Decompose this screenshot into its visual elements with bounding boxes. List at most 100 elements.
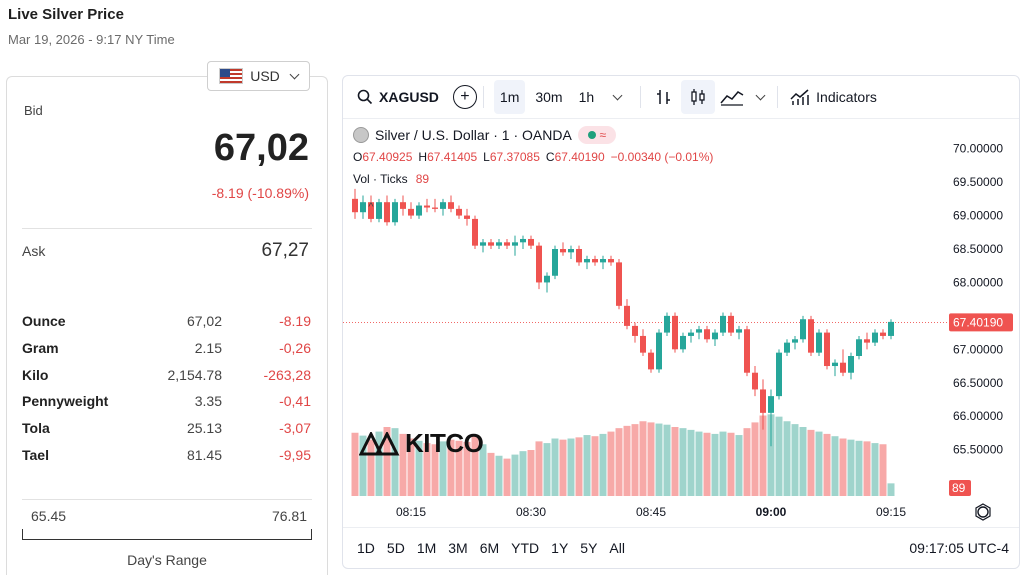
candle-body bbox=[720, 315, 726, 333]
symbol-description: Silver / U.S. Dollar · 1 · OANDA bbox=[375, 127, 572, 143]
area-chart-icon bbox=[720, 91, 744, 106]
currency-selector[interactable]: USD bbox=[207, 61, 310, 91]
indicators-button[interactable]: Indicators bbox=[784, 80, 883, 114]
page-timestamp: Mar 19, 2026 - 9:17 NY Time bbox=[8, 32, 175, 47]
range-all[interactable]: All bbox=[609, 540, 625, 556]
indicators-label: Indicators bbox=[816, 89, 877, 105]
volume-label: Vol · Ticks bbox=[353, 172, 408, 186]
volume-bar bbox=[823, 433, 831, 496]
candle-body bbox=[576, 249, 582, 263]
volume-bar bbox=[463, 441, 471, 496]
price-tick-label: 68.00000 bbox=[953, 275, 1003, 289]
volume-bar bbox=[695, 431, 703, 496]
range-1m[interactable]: 1M bbox=[416, 540, 437, 556]
settings-gear-icon bbox=[977, 506, 989, 518]
symbol-search-button[interactable]: XAGUSD bbox=[353, 80, 443, 114]
volume-bar bbox=[567, 438, 575, 496]
volume-bar bbox=[887, 483, 895, 496]
volume-bar bbox=[543, 443, 551, 496]
interval-1h[interactable]: 1h bbox=[578, 89, 595, 105]
volume-bar bbox=[367, 439, 375, 496]
candle-body bbox=[496, 242, 502, 246]
chart-type-dropdown[interactable] bbox=[749, 80, 771, 114]
page-title: Live Silver Price bbox=[8, 6, 124, 23]
volume-bar bbox=[351, 432, 359, 496]
candle-body bbox=[544, 275, 550, 283]
candle-body bbox=[400, 202, 406, 209]
price-tick-label: 70.00000 bbox=[953, 142, 1003, 156]
chart-clock[interactable]: 09:17:05 UTC-4 bbox=[909, 540, 1009, 556]
range-1d[interactable]: 1D bbox=[357, 540, 375, 556]
last-volume-tag bbox=[949, 480, 971, 496]
collapse-legend-button[interactable]: ^ bbox=[368, 201, 374, 213]
candle-body bbox=[792, 339, 798, 343]
interval-30m[interactable]: 30m bbox=[535, 89, 563, 105]
kitco-wordmark: KITCO bbox=[405, 428, 484, 458]
candle-body bbox=[592, 259, 598, 263]
candle-body bbox=[464, 215, 470, 219]
kitco-logo-icon bbox=[359, 431, 400, 455]
volume-bar bbox=[391, 428, 399, 496]
range-5y[interactable]: 5Y bbox=[580, 540, 598, 556]
volume-bar bbox=[407, 438, 415, 496]
range-6m[interactable]: 6M bbox=[479, 540, 500, 556]
candle-body bbox=[368, 202, 374, 219]
volume-bar bbox=[399, 433, 407, 496]
symbol-label: XAGUSD bbox=[379, 89, 439, 105]
days-range-low: 65.45 bbox=[31, 508, 67, 524]
candle-body bbox=[608, 259, 614, 263]
ohlc-readout: O67.40925 H67.41405 L67.37085 C67.40190 … bbox=[353, 150, 713, 164]
volume-bar bbox=[679, 428, 687, 496]
volume-bar bbox=[767, 414, 775, 496]
candles-icon bbox=[691, 89, 705, 105]
candle-body bbox=[872, 332, 878, 343]
range-1y[interactable]: 1Y bbox=[551, 540, 569, 556]
ohlc-open: O67.40925 bbox=[353, 150, 412, 164]
unit-name: Kilo bbox=[22, 366, 49, 383]
interval-dropdown[interactable] bbox=[600, 80, 634, 114]
candle-body bbox=[688, 332, 694, 336]
interval-1m[interactable]: 1m bbox=[493, 80, 526, 114]
candle-body bbox=[584, 259, 590, 263]
candle-body bbox=[656, 332, 662, 370]
bar-chart-type-button[interactable] bbox=[647, 80, 681, 114]
candle-body bbox=[352, 198, 358, 213]
divider bbox=[22, 228, 312, 229]
unit-value: 2,154.78 bbox=[167, 366, 223, 383]
volume-bar bbox=[511, 454, 519, 496]
area-chart-type-button[interactable] bbox=[715, 80, 749, 114]
volume-bar bbox=[455, 440, 463, 496]
range-3m[interactable]: 3M bbox=[448, 540, 468, 556]
volume-bar bbox=[375, 431, 383, 496]
bid-label: Bid bbox=[24, 103, 43, 118]
chevron-down-icon bbox=[612, 90, 623, 100]
search-icon bbox=[357, 89, 373, 105]
volume-bar bbox=[519, 451, 527, 496]
candle-chart-type-button[interactable] bbox=[681, 80, 716, 114]
settings-hex-icon bbox=[975, 503, 991, 521]
price-chart[interactable]: 70.00000 69.50000 69.00000 68.50000 68.00000… bbox=[343, 118, 1019, 528]
price-tick-label: 66.50000 bbox=[953, 376, 1003, 390]
ask-label: Ask bbox=[22, 243, 46, 259]
volume-bar bbox=[671, 427, 679, 496]
candle-body bbox=[440, 202, 446, 209]
market-status-pill[interactable]: ≈ bbox=[577, 126, 616, 144]
candle-body bbox=[840, 362, 846, 373]
time-tick-label: 08:30 bbox=[516, 505, 546, 519]
unit-name: Tael bbox=[22, 446, 49, 463]
candle-body bbox=[528, 238, 534, 246]
range-5d[interactable]: 5D bbox=[386, 540, 405, 556]
time-tick-label: 08:45 bbox=[636, 505, 666, 519]
volume-bar bbox=[751, 422, 759, 496]
ask-price: 67,27 bbox=[261, 240, 309, 261]
price-tick-label: 69.50000 bbox=[953, 175, 1003, 189]
plus-icon: + bbox=[460, 88, 470, 105]
candle-body bbox=[784, 342, 790, 353]
range-ytd[interactable]: YTD bbox=[511, 540, 540, 556]
ohlc-high: H67.41405 bbox=[418, 150, 477, 164]
compare-add-button[interactable]: + bbox=[452, 85, 477, 109]
candle-body bbox=[520, 238, 526, 243]
unit-row-pennyweight: Pennyweight 3.35 -0,41 bbox=[22, 388, 311, 415]
volume-bar bbox=[383, 427, 391, 496]
price-tick-label: 65.50000 bbox=[953, 443, 1003, 457]
